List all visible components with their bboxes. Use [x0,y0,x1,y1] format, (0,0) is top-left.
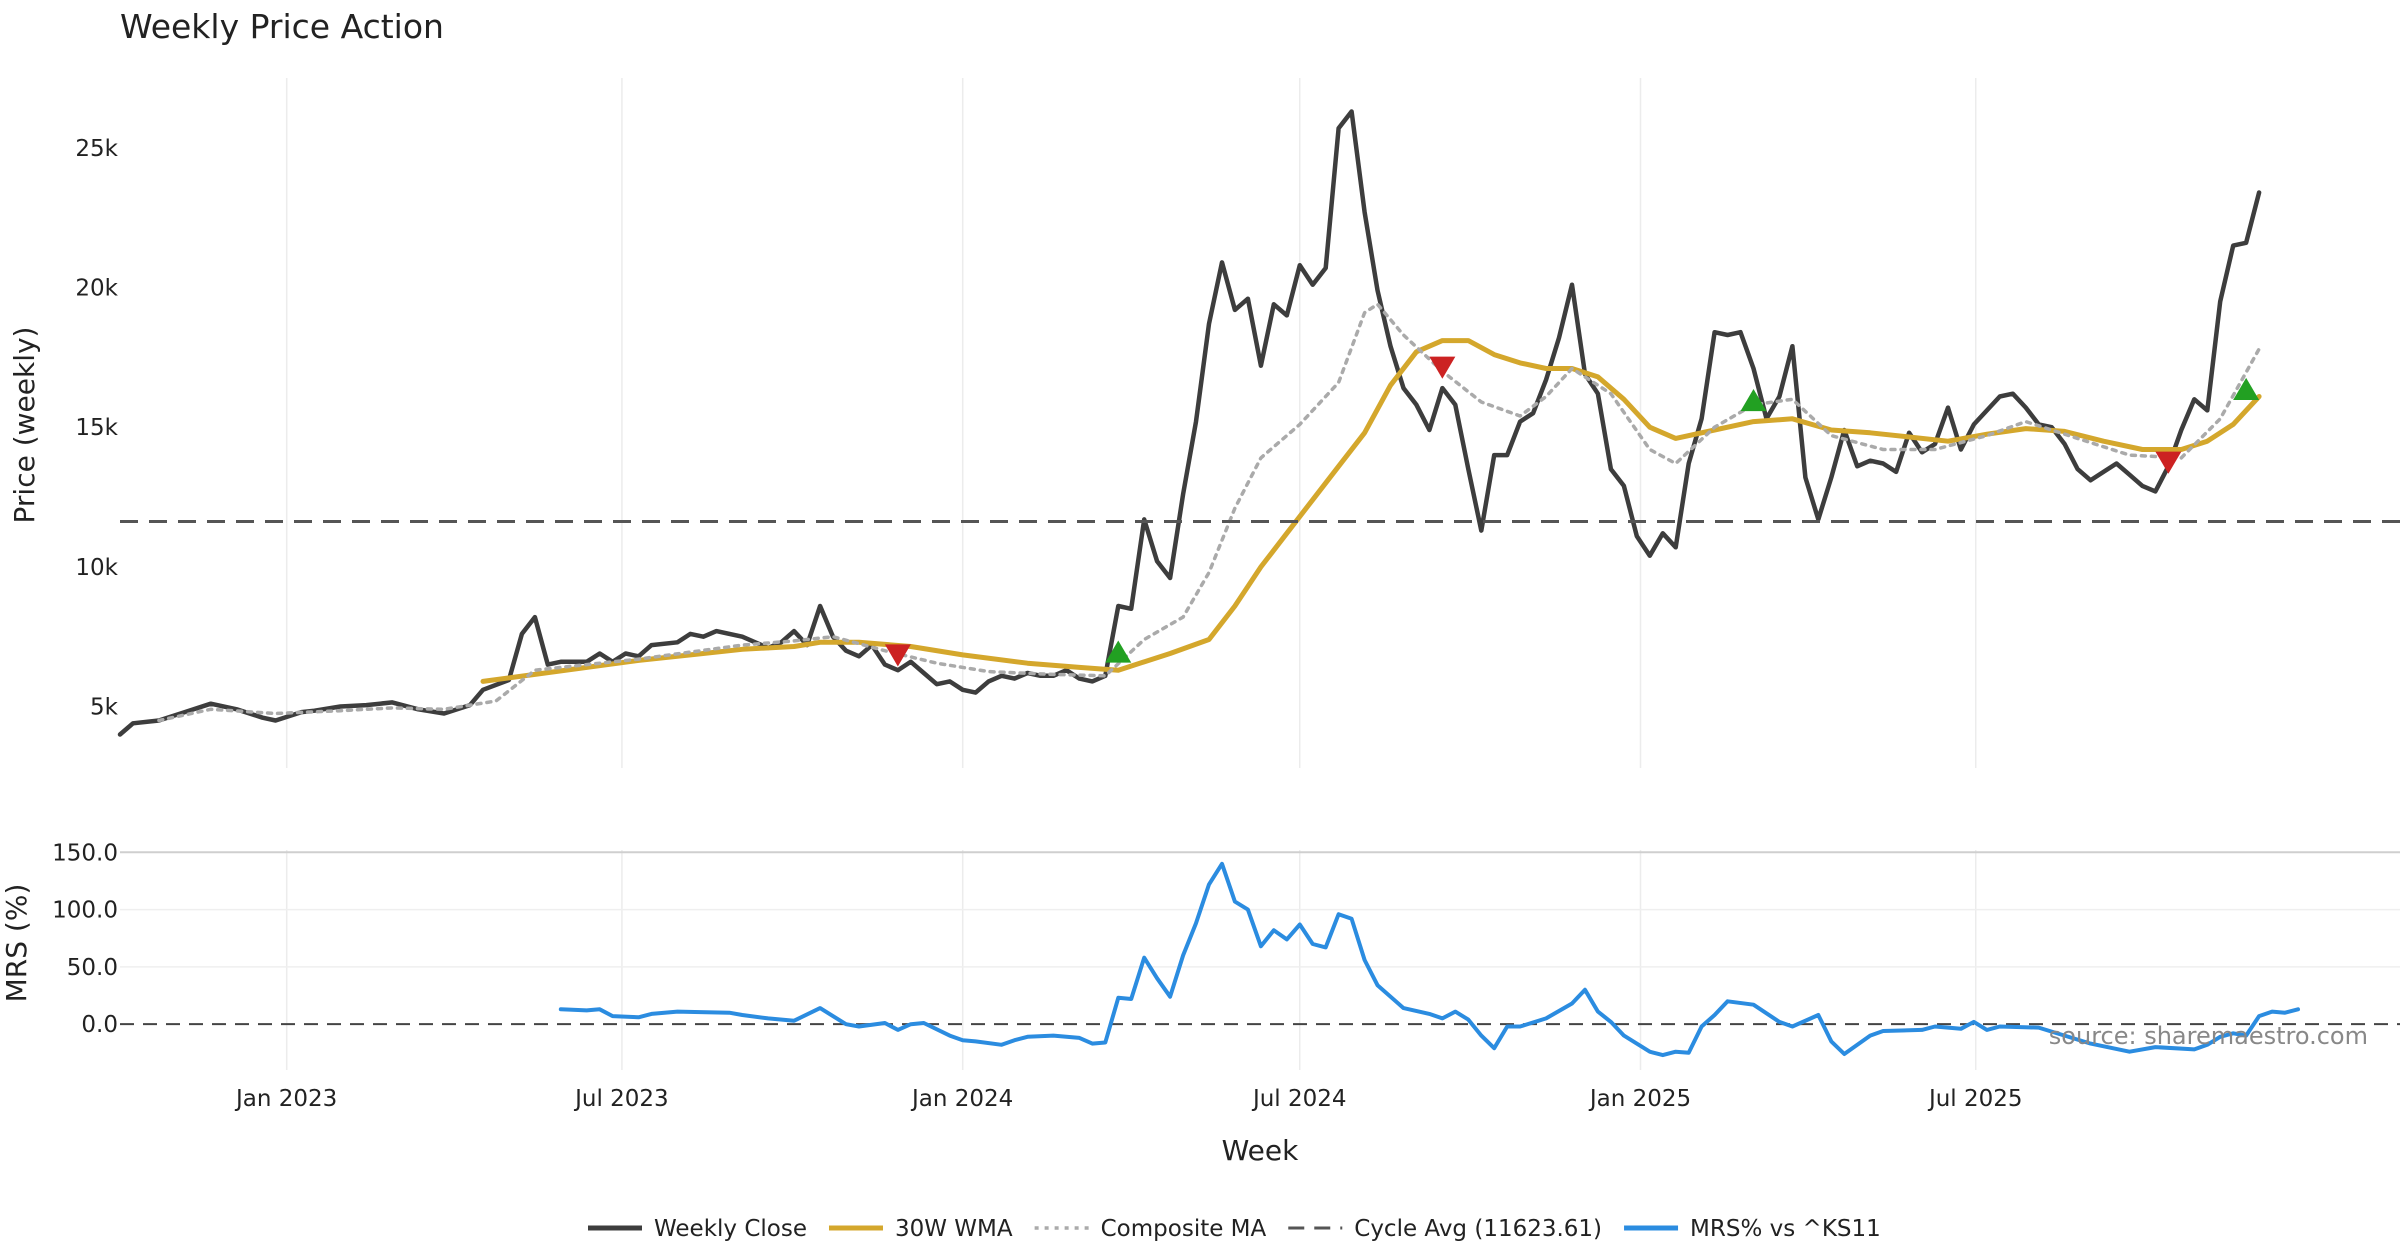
wma-line [480,338,2262,684]
x-axis-label: Week [1222,1134,1299,1167]
sell-marker [884,644,911,667]
x-tick-label: Jul 2023 [573,1086,669,1112]
grid-layer [120,78,2400,1070]
mrs-tick-label: 50.0 [67,955,118,981]
buy-marker [1740,389,1767,412]
buy-marker [1105,640,1132,663]
x-tick-label: Jan 2024 [910,1086,1013,1112]
mrs-tick-label: 0.0 [81,1012,118,1038]
buy-marker [2233,377,2260,400]
sell-marker [2155,451,2182,474]
legend-label: Composite MA [1101,1216,1267,1242]
x-tick-label: Jan 2023 [234,1086,337,1112]
price-tick-label: 20k [75,276,118,302]
chart-title: Weekly Price Action [120,7,444,46]
legend-label: MRS% vs ^KS11 [1690,1216,1881,1242]
axis-layer: Jan 2023 Jul 2023 Jan 2024 Jul 2024 Jan 2025… [52,136,2022,1112]
x-tick-label: Jan 2025 [1588,1086,1691,1112]
price-tick-label: 5k [90,695,119,721]
price-tick-label: 10k [75,555,118,581]
weekly-close-line [117,109,2262,737]
composite-ma-line [157,302,2261,723]
sell-marker [1429,356,1456,379]
mrs-tick-label: 150.0 [52,840,118,866]
legend-label: Cycle Avg (11623.61) [1354,1216,1602,1242]
series-layer [117,109,2400,1058]
watermark: source: sharemaestro.com [2049,1022,2368,1050]
marker-layer [884,356,2260,667]
price-tick-label: 15k [75,415,118,441]
mrs-tick-label: 100.0 [52,898,118,924]
x-tick-label: Jul 2025 [1927,1086,2023,1112]
price-tick-label: 25k [75,136,118,162]
legend-label: 30W WMA [895,1216,1013,1242]
mrs-line [558,861,2300,1058]
legend: Weekly Close 30W WMA Composite MA Cycle Avg… [588,1216,1881,1242]
legend-label: Weekly Close [654,1216,807,1242]
x-tick-label: Jul 2024 [1251,1086,1347,1112]
price-axis-label: Price (weekly) [8,327,41,524]
mrs-axis-label: MRS (%) [0,884,33,1003]
